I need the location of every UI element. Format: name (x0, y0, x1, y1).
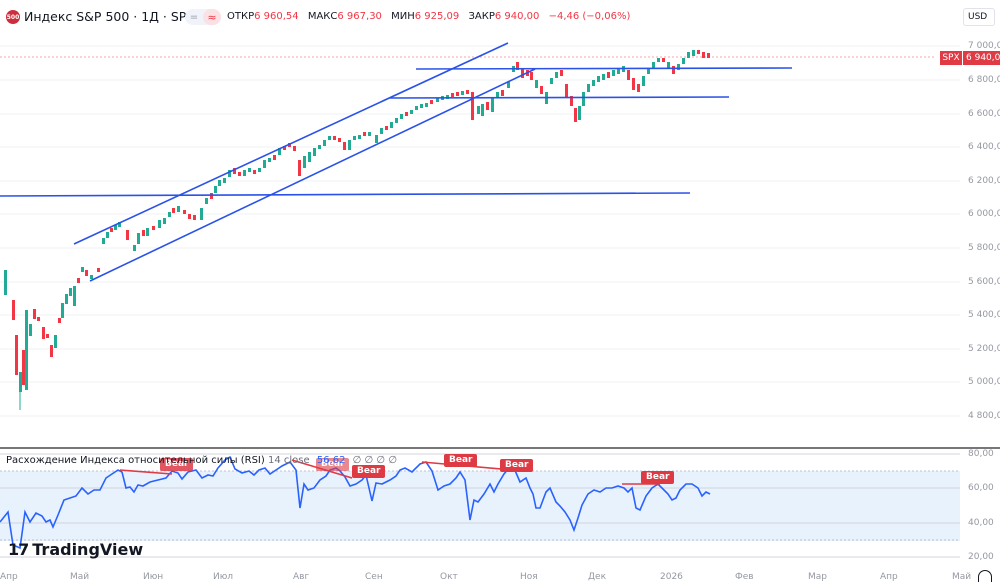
time-label: Июл (213, 572, 234, 582)
bear-divergence-label: Bear (500, 459, 534, 472)
time-label: Авг (293, 572, 310, 582)
price-label: 6 200,00 (968, 176, 1000, 186)
ohlc-values: ОТКР6 960,54 МАКС6 967,30 МИН6 925,09 ЗА… (227, 11, 636, 22)
rsi-extras: ∅ ∅ ∅ ∅ (352, 455, 398, 466)
change-value: −4,46 (−0,06%) (548, 11, 631, 22)
rsi-grid (0, 453, 960, 558)
low-value: 6 925,09 (414, 11, 460, 22)
bear-divergence-label: Bear (641, 471, 675, 484)
price-label: 5 400,00 (968, 310, 1000, 320)
time-label: Июн (143, 572, 164, 582)
equal-icon[interactable]: = (189, 11, 199, 23)
price-label: 7 000,00 (968, 41, 1000, 51)
high-value: 6 967,30 (337, 11, 382, 22)
last-price-value: 6 940,00 (963, 51, 1000, 65)
rsi-line (0, 455, 711, 550)
tradingview-mark-icon: 17 (8, 540, 29, 559)
rsi-value: 56,62 (316, 455, 346, 466)
approx-icon[interactable]: ≈ (203, 9, 221, 25)
time-label: 2026 (660, 572, 683, 582)
rsi-axis-label: 40,00 (968, 518, 994, 528)
bear-divergence-label: Bear (316, 458, 350, 471)
bear-divergence-label: Bear (444, 454, 478, 467)
time-label: Апр (0, 572, 18, 582)
open-value: 6 960,54 (254, 11, 299, 22)
candlesticks (4, 50, 710, 410)
currency-selector[interactable]: USD (963, 8, 995, 26)
price-label: 5 600,00 (968, 277, 1000, 287)
close-value: 6 940,00 (494, 11, 540, 22)
rsi-legend[interactable]: Расхождение Индекса относительной силы (… (6, 455, 397, 466)
time-label: Апр (880, 572, 898, 582)
price-label: 5 000,00 (968, 377, 1000, 387)
low-label: МИН (391, 11, 415, 22)
price-label: 6 800,00 (968, 75, 1000, 85)
chart-settings-icon[interactable] (978, 570, 992, 582)
rsi-axis-label: 60,00 (968, 483, 994, 493)
last-price-symbol: SPX (940, 51, 962, 65)
rsi-axis-label: 20,00 (968, 552, 994, 562)
rsi-axis-label: 80,00 (968, 449, 994, 459)
rsi-params: 14 close (267, 455, 310, 466)
time-label: Май (70, 572, 90, 582)
tradingview-text: TradingView (32, 540, 144, 559)
tradingview-logo[interactable]: 17 TradingView (8, 540, 143, 559)
close-label: ЗАКР (468, 11, 495, 22)
rsi-title: Расхождение Индекса относительной силы (… (6, 455, 265, 466)
bear-divergence-label: Bear (160, 458, 194, 471)
chart-header: 500 Индекс S&P 500 · 1Д · SPCFD = ≈ ОТКР… (0, 0, 1000, 34)
price-label: 6 400,00 (968, 142, 1000, 152)
time-label: Окт (440, 572, 458, 582)
time-label: Мар (808, 572, 827, 582)
trendlines[interactable] (0, 42, 793, 282)
price-label: 5 800,00 (968, 243, 1000, 253)
high-label: МАКС (307, 11, 338, 22)
price-label: 6 000,00 (968, 209, 1000, 219)
price-label: 5 200,00 (968, 344, 1000, 354)
symbol-logo-icon: 500 (6, 10, 20, 24)
rsi-band (0, 471, 960, 541)
bear-divergence-label: Bear (352, 465, 386, 478)
open-label: ОТКР (227, 11, 255, 22)
status-badges: = ≈ (185, 9, 221, 25)
time-label: Сен (365, 572, 383, 582)
price-label: 6 600,00 (968, 109, 1000, 119)
time-label: Май (952, 572, 972, 582)
price-label: 4 800,00 (968, 411, 1000, 421)
time-label: Дек (588, 572, 607, 582)
time-label: Фев (735, 572, 754, 582)
symbol-title[interactable]: Индекс S&P 500 · 1Д · SPCFD (24, 9, 212, 24)
time-label: Ноя (520, 572, 538, 582)
